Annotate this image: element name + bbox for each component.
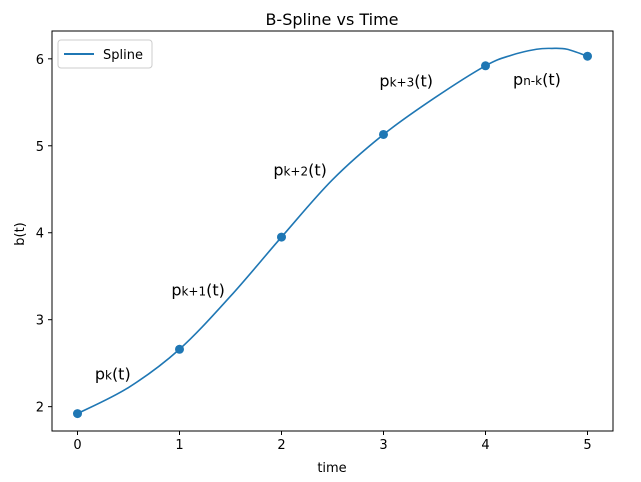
annotation-label: pk+2(t) [273,160,327,179]
annotation-label: pn-k(t) [513,70,561,89]
data-point [73,409,82,419]
y-tick-label: 2 [36,401,44,416]
y-tick-label: 6 [36,53,44,68]
annotation-subscript: k+3 [390,76,415,90]
annotation-tail: (t) [542,70,561,89]
annotation-tail: (t) [308,160,327,179]
annotation-subscript: k [105,369,112,383]
annotations: pk(t)pk+1(t)pk+2(t)pk+3(t) pn-k(t) [95,70,561,384]
x-tick-label: 4 [481,438,489,453]
legend-box [57,39,153,69]
data-point [277,232,286,242]
legend: Spline [57,39,153,69]
x-tick-label: 1 [175,438,183,453]
annotation-subscript: n-k [523,74,542,88]
y-tick-label: 3 [36,314,44,329]
legend-label-spline: Spline [103,48,143,63]
y-tick-label: 4 [36,227,44,242]
annotation-label: pk+1(t) [171,280,225,299]
plot-area [73,47,592,419]
x-tick-label: 5 [583,438,591,453]
data-point [175,344,184,354]
annotation-main: p [273,160,283,179]
annotation-label: pk(t) [95,365,131,384]
x-axis-label: time [317,461,346,476]
plot-frame [51,30,614,432]
data-point [481,61,490,71]
y-tick-label: 5 [36,140,44,155]
data-point [379,129,388,139]
annotation-subscript: k+1 [181,284,206,298]
annotation-tail: (t) [414,72,433,91]
x-tick-label: 0 [73,438,81,453]
spline-line [77,47,588,415]
annotation-main: p [95,365,105,384]
y-axis-ticks: 2 3 4 5 6 [36,53,52,416]
annotation-main: p [171,280,181,299]
annotation-tail: (t) [112,365,131,384]
annotation-main: p [379,72,389,91]
x-axis-ticks: 0 1 2 3 4 5 [73,431,592,453]
annotation-main: p [513,70,523,89]
chart-title: B-Spline vs Time [265,10,398,29]
x-tick-label: 2 [277,438,285,453]
x-tick-label: 3 [379,438,387,453]
data-point [583,51,592,61]
annotation-label: pk+3(t) [379,72,433,91]
annotation-subscript: k+2 [283,164,308,178]
y-axis-label: b(t) [13,222,28,246]
annotation-tail: (t) [206,280,225,299]
